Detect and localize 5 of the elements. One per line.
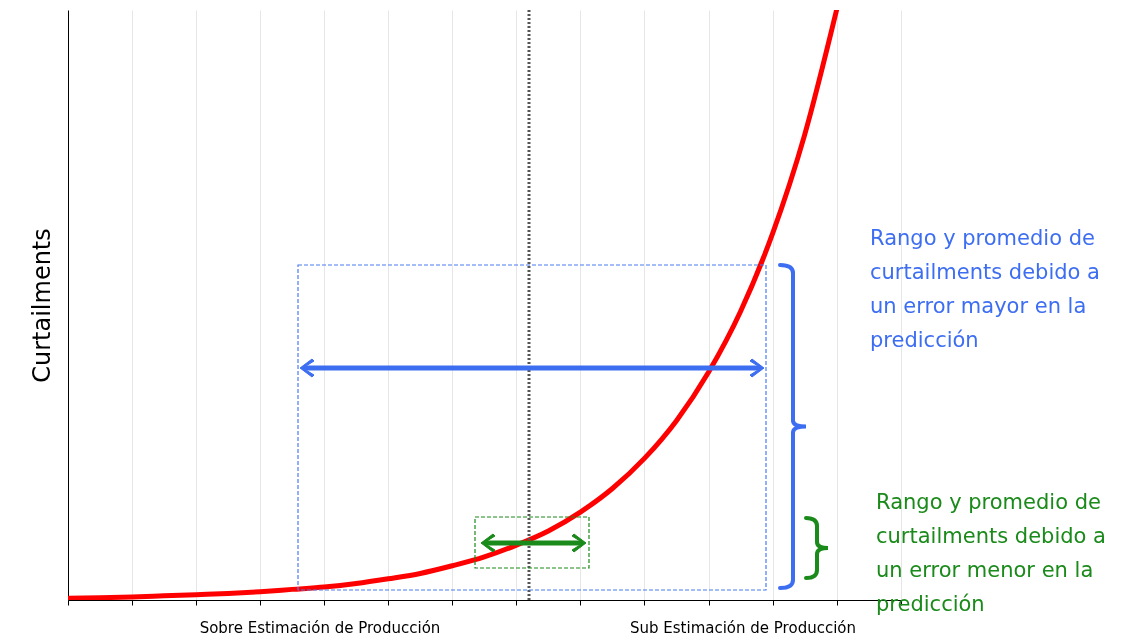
y-axis-title: Curtailments bbox=[27, 228, 56, 383]
annotation: Rango y promedio de curtailments debido a un error menor en la predicción bbox=[876, 490, 1106, 616]
text: Sub Estimación de Producción bbox=[629, 619, 857, 637]
annotation: Rango y promedio de curtailments debido a un error mayor en la predicción bbox=[870, 226, 1100, 352]
text: Sobre Estimación de Producción bbox=[199, 619, 441, 637]
